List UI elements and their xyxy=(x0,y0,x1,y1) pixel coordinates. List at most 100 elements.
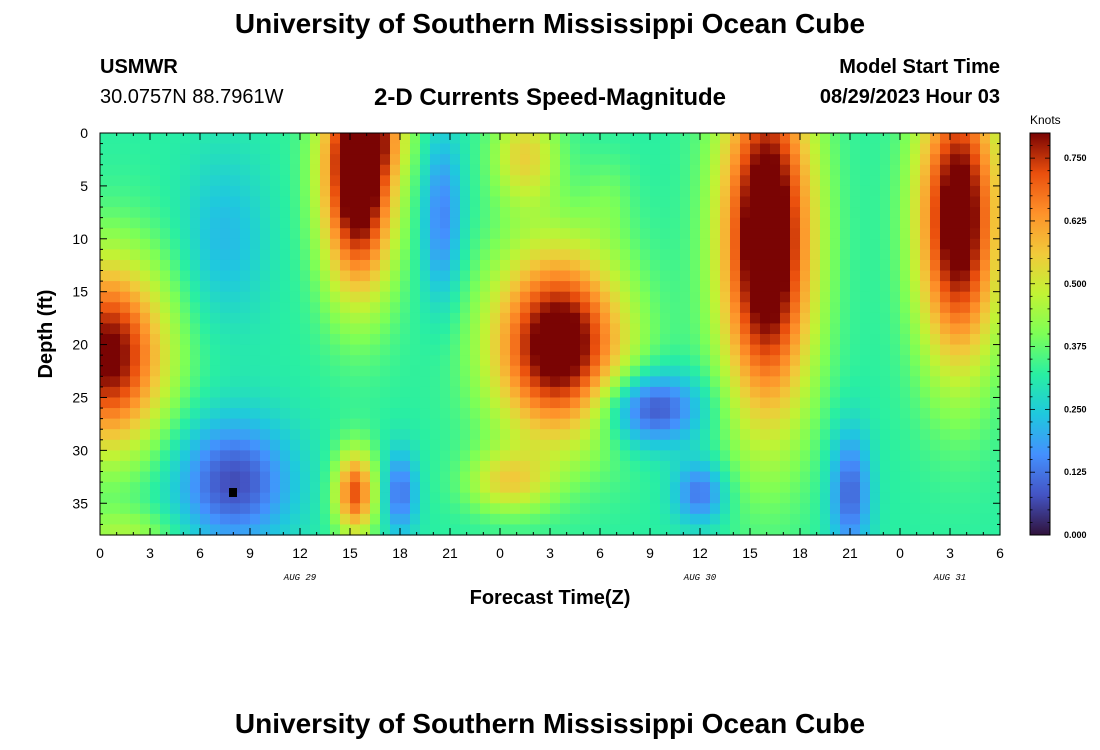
heatmap-cell xyxy=(990,228,1001,240)
heatmap-cell xyxy=(920,460,931,473)
heatmap-cell xyxy=(170,492,181,504)
heatmap-cell xyxy=(490,259,501,272)
heatmap-cell xyxy=(560,196,571,208)
heatmap-cell xyxy=(720,503,731,515)
heatmap-cell xyxy=(940,471,951,483)
heatmap-cell xyxy=(340,196,351,208)
heatmap-cell xyxy=(130,312,141,325)
heatmap-cell xyxy=(320,133,331,145)
heatmap-cell xyxy=(320,323,331,335)
heatmap-cell xyxy=(180,238,191,250)
heatmap-cell xyxy=(270,238,281,250)
heatmap-cell xyxy=(690,175,701,187)
heatmap-cell xyxy=(790,249,801,261)
heatmap-cell xyxy=(550,175,561,187)
heatmap-cell xyxy=(380,344,391,356)
heatmap-cell xyxy=(210,513,221,526)
heatmap-cell xyxy=(300,482,311,494)
heatmap-cell xyxy=(330,270,341,282)
heatmap-cell xyxy=(980,355,991,367)
heatmap-cell xyxy=(570,143,581,155)
heatmap-cell xyxy=(360,249,371,261)
heatmap-cell xyxy=(810,503,821,515)
heatmap-cell xyxy=(320,397,331,409)
heatmap-cell xyxy=(360,238,371,250)
heatmap-cell xyxy=(770,355,781,367)
heatmap-cell xyxy=(230,185,241,198)
heatmap-cell xyxy=(590,302,601,314)
heatmap-cell xyxy=(660,513,671,526)
heatmap-cell xyxy=(250,429,261,441)
heatmap-cell xyxy=(850,365,861,377)
heatmap-cell xyxy=(360,418,371,430)
heatmap-cell xyxy=(380,323,391,335)
heatmap-cell xyxy=(460,185,471,198)
heatmap-cell xyxy=(670,513,681,526)
heatmap-cell xyxy=(180,323,191,335)
heatmap-cell xyxy=(160,503,171,515)
heatmap-cell xyxy=(580,259,591,272)
heatmap-cell xyxy=(720,302,731,314)
heatmap-cell xyxy=(190,302,201,314)
heatmap-cell xyxy=(140,418,151,430)
heatmap-cell xyxy=(150,133,161,145)
heatmap-cell xyxy=(570,386,581,399)
heatmap-cell xyxy=(430,439,441,451)
heatmap-cell xyxy=(990,207,1001,219)
heatmap-cell xyxy=(490,312,501,325)
heatmap-cell xyxy=(550,238,561,250)
heatmap-cell xyxy=(490,386,501,399)
heatmap-cell xyxy=(690,238,701,250)
heatmap-cell xyxy=(340,397,351,409)
heatmap-cell xyxy=(130,439,141,451)
heatmap-cell xyxy=(970,460,981,473)
heatmap-cell xyxy=(710,323,721,335)
y-tick-label: 35 xyxy=(72,495,88,511)
heatmap-cell xyxy=(330,196,341,208)
heatmap-cell xyxy=(150,524,161,536)
heatmap-cell xyxy=(450,450,461,462)
heatmap-cell xyxy=(860,482,871,494)
heatmap-cell xyxy=(340,482,351,494)
heatmap-cell xyxy=(920,228,931,240)
heatmap-cell xyxy=(320,471,331,483)
heatmap-cell xyxy=(730,323,741,335)
heatmap-cell xyxy=(870,228,881,240)
heatmap-cell xyxy=(990,259,1001,272)
heatmap-cell xyxy=(560,355,571,367)
heatmap-cell xyxy=(310,196,321,208)
heatmap-cell xyxy=(350,471,361,483)
heatmap-cell xyxy=(160,323,171,335)
heatmap-cell xyxy=(760,270,771,282)
heatmap-cell xyxy=(580,344,591,356)
heatmap-cell xyxy=(190,503,201,515)
heatmap-cell xyxy=(530,281,541,293)
heatmap-cell xyxy=(240,482,251,494)
heatmap-cell xyxy=(700,249,711,261)
heatmap-cell xyxy=(990,302,1001,314)
heatmap-cell xyxy=(220,334,231,346)
heatmap-cell xyxy=(630,397,641,409)
heatmap-cell xyxy=(470,312,481,325)
heatmap-cell xyxy=(570,471,581,483)
heatmap-cell xyxy=(380,238,391,250)
heatmap-cell xyxy=(630,185,641,198)
heatmap-cell xyxy=(570,196,581,208)
heatmap-cell xyxy=(170,175,181,187)
heatmap-cell xyxy=(200,238,211,250)
heatmap-cell xyxy=(170,281,181,293)
heatmap-cell xyxy=(290,164,301,176)
heatmap-cell xyxy=(800,238,811,250)
heatmap-cell xyxy=(230,439,241,451)
heatmap-cell xyxy=(360,513,371,526)
heatmap-cell xyxy=(670,471,681,483)
heatmap-cell xyxy=(390,196,401,208)
heatmap-cell xyxy=(830,259,841,272)
heatmap-cell xyxy=(560,429,571,441)
heatmap-cell xyxy=(640,408,651,420)
heatmap-cell xyxy=(970,418,981,430)
heatmap-cell xyxy=(860,503,871,515)
heatmap-cell xyxy=(910,217,921,229)
heatmap-cell xyxy=(470,429,481,441)
heatmap-cell xyxy=(310,365,321,377)
